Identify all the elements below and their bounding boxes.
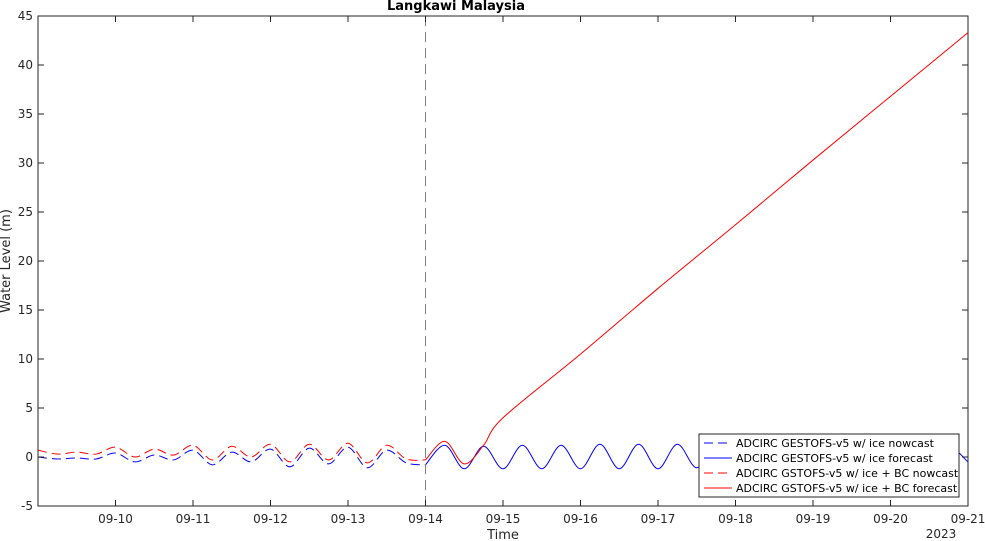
series-line-4 bbox=[425, 32, 969, 465]
x-tick-label: 09-20 bbox=[873, 512, 908, 526]
series-line-1 bbox=[37, 446, 426, 469]
x-tick-label: 09-18 bbox=[718, 512, 753, 526]
chart-title: Langkawi Malaysia bbox=[387, 0, 525, 14]
x-tick-label: 09-16 bbox=[563, 512, 598, 526]
y-tick-label: 30 bbox=[18, 156, 33, 170]
x-tick-label: 09-21 bbox=[951, 512, 985, 526]
x-tick-label: 09-19 bbox=[796, 512, 831, 526]
y-tick-label: 35 bbox=[18, 107, 33, 121]
series-line-3 bbox=[37, 442, 426, 464]
y-tick-label: 10 bbox=[18, 352, 33, 366]
x-tick-label: 09-17 bbox=[641, 512, 676, 526]
legend-label-2: ADCIRC GESTOFS-v5 w/ ice forecast bbox=[736, 452, 934, 465]
x-axis: 09-10 09-11 09-12 09-13 09-14 09-15 09-16 09-17… bbox=[98, 16, 985, 526]
y-tick-label: 5 bbox=[25, 401, 33, 415]
y-tick-label: 20 bbox=[18, 254, 33, 268]
x-tick-label: 09-14 bbox=[408, 512, 443, 526]
y-tick-label: 45 bbox=[18, 9, 33, 23]
legend-label-3: ADCIRC GSTOFS-v5 w/ ice + BC nowcast bbox=[736, 467, 959, 480]
y-axis: -5 0 5 10 15 20 25 30 35 40 45 bbox=[18, 9, 968, 513]
y-tick-label: 40 bbox=[18, 58, 33, 72]
legend-box bbox=[698, 433, 960, 498]
x-axis-title: Time bbox=[486, 528, 519, 541]
y-axis-title: Water Level (m) bbox=[0, 209, 14, 313]
y-tick-label: 25 bbox=[18, 205, 33, 219]
legend-label-4: ADCIRC GSTOFS-v5 w/ ice + BC forecast bbox=[736, 482, 958, 495]
y-tick-label: 15 bbox=[18, 303, 33, 317]
x-tick-label: 09-15 bbox=[486, 512, 521, 526]
x-tick-label: 09-13 bbox=[331, 512, 366, 526]
plot-area: 09-10 09-11 09-12 09-13 09-14 09-15 09-16 09-17… bbox=[18, 9, 985, 526]
plot-frame bbox=[37, 15, 969, 507]
y-tick-label: -5 bbox=[21, 499, 33, 513]
legend-label-1: ADCIRC GESTOFS-v5 w/ ice nowcast bbox=[736, 437, 935, 450]
x-tick-label: 09-12 bbox=[253, 512, 288, 526]
x-tick-label: 09-11 bbox=[176, 512, 211, 526]
legend: ADCIRC GESTOFS-v5 w/ ice nowcast ADCIRC G… bbox=[698, 433, 960, 498]
year-label: 2023 bbox=[926, 527, 957, 541]
x-tick-label: 09-10 bbox=[98, 512, 133, 526]
y-tick-label: 0 bbox=[25, 450, 33, 464]
